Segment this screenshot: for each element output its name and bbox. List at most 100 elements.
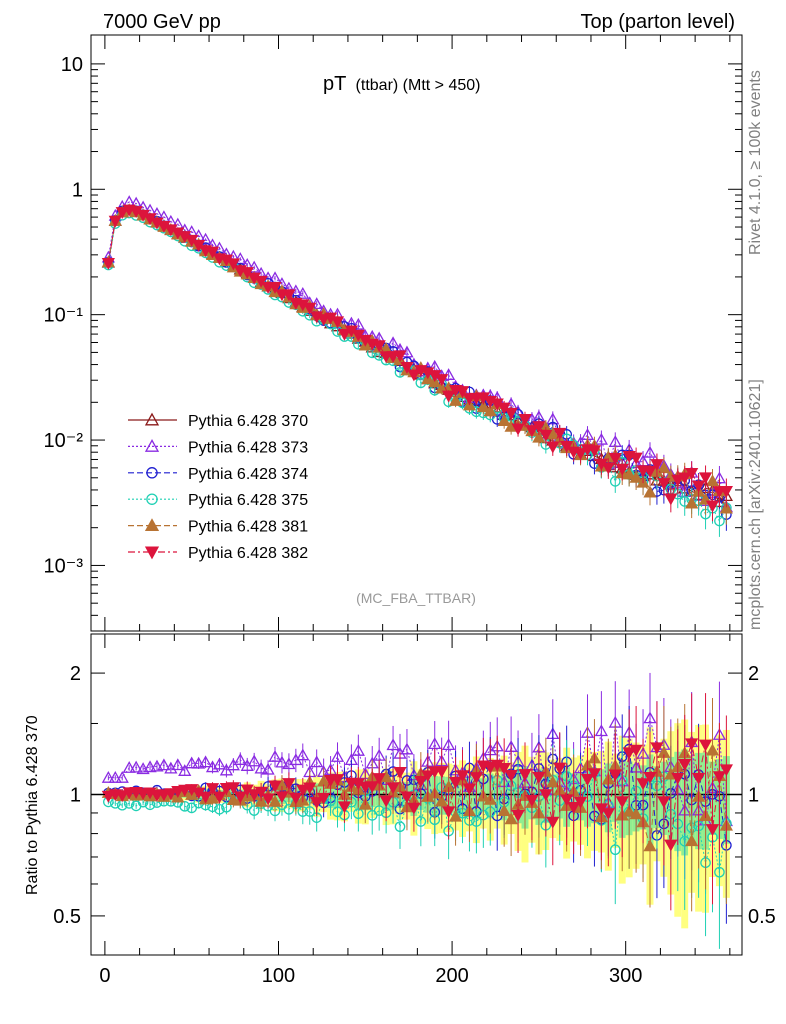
data-point	[705, 500, 720, 513]
data-point	[304, 806, 316, 817]
data-point	[144, 412, 160, 426]
main-title: pT (ttbar) (Mtt > 450)	[323, 73, 480, 95]
data-point	[664, 493, 678, 506]
data-point	[275, 755, 289, 768]
data-point	[615, 796, 629, 809]
main-y-axis: 10 1 10⁻¹ 10⁻² 10⁻³	[44, 54, 742, 632]
ratio-series-line	[108, 741, 727, 845]
data-point	[101, 258, 115, 270]
data-point	[386, 738, 400, 751]
data-point	[254, 761, 268, 774]
legend-label: Pythia 6.428 374	[188, 466, 308, 483]
data-point	[214, 803, 225, 815]
main-ytick-label: 10⁻¹	[44, 305, 84, 327]
data-point	[587, 768, 602, 781]
legend-label: Pythia 6.428 370	[188, 413, 308, 430]
data-point	[101, 790, 115, 803]
main-ytick-label: 1	[72, 179, 83, 201]
data-point	[685, 738, 699, 751]
analysis-label: (MC_FBA_TTBAR)	[356, 590, 476, 606]
data-point	[129, 760, 143, 773]
ratio-series-group	[91, 672, 742, 949]
data-point	[282, 757, 296, 770]
data-point	[108, 770, 122, 783]
data-point	[332, 806, 343, 818]
ratio-plot-panel: 2 2 1 1 0.5 0.5 0 100 200 300 Ratio to Pythia 6.…	[24, 633, 776, 987]
data-point	[657, 478, 671, 490]
legend-entry: Pythia 6.428 375	[128, 492, 308, 509]
data-point	[310, 755, 324, 768]
rivet-label: Rivet 4.1.0, ≥ 100k events	[747, 70, 764, 255]
data-point	[233, 753, 247, 765]
data-point	[601, 808, 615, 820]
data-point	[115, 770, 129, 783]
data-point	[146, 493, 158, 505]
data-point	[622, 467, 636, 480]
main-title-main: pT	[323, 73, 346, 95]
data-point	[608, 769, 622, 782]
legend-label: Pythia 6.428 373	[188, 439, 308, 456]
legend-label: Pythia 6.428 381	[188, 519, 308, 536]
data-point	[393, 350, 407, 363]
main-plot-panel: 10 1 10⁻¹ 10⁻² 10⁻³ pT (ttbar) (Mtt > 450) (…	[44, 34, 743, 632]
data-point	[330, 749, 345, 762]
data-point	[714, 866, 725, 878]
data-point	[178, 764, 192, 776]
header-right: Top (parton level)	[580, 11, 735, 33]
ratio-series-5	[101, 693, 733, 911]
data-point	[353, 808, 364, 820]
data-point	[157, 758, 171, 771]
legend-label: Pythia 6.428 382	[188, 545, 308, 562]
data-point	[248, 805, 260, 816]
data-point	[198, 232, 213, 245]
data-point	[643, 465, 657, 478]
legend-entry: Pythia 6.428 381	[128, 518, 308, 536]
data-point	[115, 790, 129, 803]
data-point	[101, 770, 115, 783]
legend-label: Pythia 6.428 375	[188, 492, 308, 509]
main-frame	[90, 34, 743, 632]
data-point	[108, 215, 122, 228]
data-point	[511, 810, 525, 822]
ratio-ytick-label: 1	[70, 785, 81, 807]
series-5	[101, 204, 733, 522]
data-point	[400, 742, 414, 755]
data-point	[471, 816, 482, 827]
data-point	[317, 314, 331, 326]
ratio-ytick-label-right: 2	[748, 663, 759, 685]
data-point	[532, 430, 546, 443]
data-point	[365, 781, 379, 794]
legend: Pythia 6.428 370 Pythia 6.428 373 Pythia 6…	[128, 412, 308, 562]
data-point	[268, 749, 282, 762]
data-point	[373, 805, 385, 816]
data-point	[394, 821, 406, 833]
data-point	[546, 816, 560, 829]
main-series-group	[101, 195, 733, 537]
data-point	[587, 445, 602, 458]
data-point	[469, 772, 483, 784]
data-point	[442, 738, 456, 751]
data-point	[442, 390, 456, 403]
data-point	[261, 793, 275, 806]
data-point	[643, 445, 657, 458]
ratio-ytick-label-right: 1	[748, 785, 759, 807]
ratio-xtick-label: 300	[609, 965, 642, 987]
data-point	[283, 803, 295, 815]
data-point	[296, 286, 310, 299]
legend-entry: Pythia 6.428 370	[128, 412, 308, 430]
data-point	[144, 439, 160, 452]
data-point	[146, 467, 158, 479]
data-point	[511, 423, 525, 436]
data-point	[144, 546, 160, 560]
data-point	[428, 737, 442, 750]
data-point	[691, 772, 706, 785]
data-point	[525, 794, 539, 807]
ratio-xtick-label: 0	[99, 965, 110, 987]
data-point	[539, 789, 553, 802]
data-point	[609, 476, 621, 487]
data-point	[671, 474, 685, 487]
ratio-xtick-label: 200	[435, 965, 468, 987]
main-ytick-label: 10⁻³	[44, 555, 84, 577]
data-point	[615, 463, 629, 476]
